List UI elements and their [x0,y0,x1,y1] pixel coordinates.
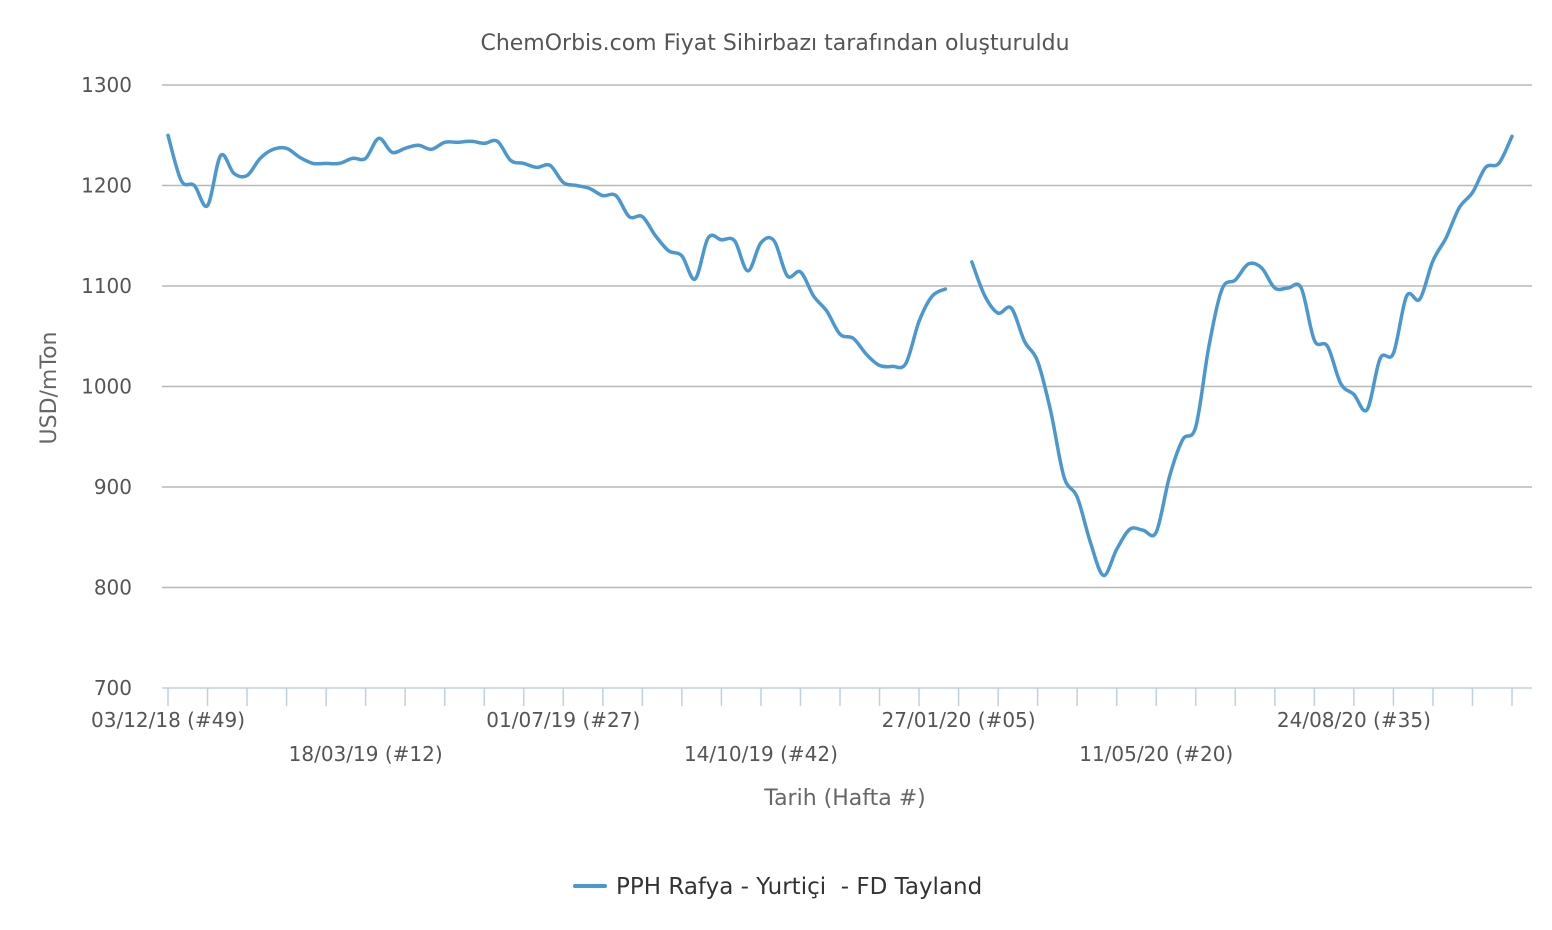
y-tick-label-1200: 1200 [81,174,132,198]
x-tick-label-6: 24/08/20 (#35) [1277,708,1431,732]
y-tick-labels: 700 800 900 1000 1100 1200 1300 [81,73,132,700]
x-axis-title: Tarih (Hafta #) [763,786,925,811]
y-tick-label-1100: 1100 [81,274,132,298]
x-ticks [167,688,1513,706]
legend[interactable]: PPH Rafya - Yurtiçi - FD Tayland [573,874,982,900]
x-tick-label-1: 18/03/19 (#12) [289,742,443,766]
y-tick-label-800: 800 [94,576,132,600]
y-tick-label-700: 700 [94,676,132,700]
y-tick-label-1000: 1000 [81,375,132,399]
y-axis-title: USD/mTon [37,332,62,445]
legend-label: PPH Rafya - Yurtiçi - FD Tayland [616,874,982,900]
x-tick-label-2: 01/07/19 (#27) [486,708,640,732]
x-tick-label-3: 14/10/19 (#42) [684,742,838,766]
chart-subtitle: ChemOrbis.com Fiyat Sihirbazı tarafından… [480,31,1069,56]
series-line-0-segment-0[interactable] [166,133,948,370]
series-line-0-segment-1[interactable] [970,134,1514,578]
x-tick-label-5: 11/05/20 (#20) [1079,742,1233,766]
y-tick-label-1300: 1300 [81,73,132,97]
x-tick-label-4: 27/01/20 (#05) [882,708,1036,732]
y-tick-label-900: 900 [94,475,132,499]
series-line-group [166,133,1514,578]
x-tick-labels: 03/12/18 (#49) 18/03/19 (#12) 01/07/19 (#2… [91,708,1431,766]
x-tick-label-0: 03/12/18 (#49) [91,708,245,732]
y-gridlines [162,84,1532,589]
